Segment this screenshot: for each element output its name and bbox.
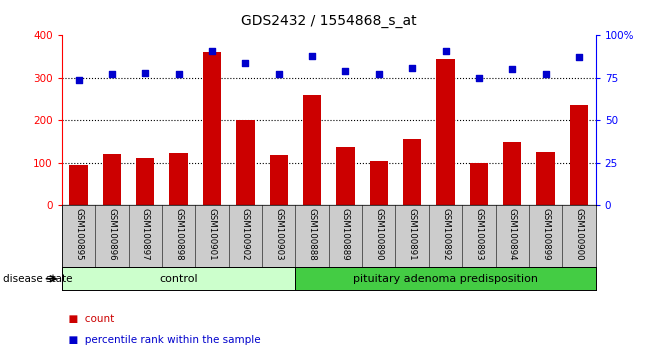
- Text: GDS2432 / 1554868_s_at: GDS2432 / 1554868_s_at: [241, 14, 417, 28]
- Text: GSM100893: GSM100893: [475, 209, 484, 261]
- Text: ■  percentile rank within the sample: ■ percentile rank within the sample: [62, 335, 260, 345]
- Bar: [570, 105, 588, 205]
- Text: GSM100897: GSM100897: [141, 209, 150, 261]
- Text: GSM100894: GSM100894: [508, 209, 517, 261]
- Text: GSM100888: GSM100888: [307, 209, 316, 261]
- Point: [107, 72, 117, 77]
- Point: [374, 72, 384, 77]
- Point: [540, 72, 551, 77]
- Text: GSM100896: GSM100896: [107, 209, 117, 261]
- Bar: [337, 147, 355, 205]
- Point: [440, 48, 450, 53]
- Point: [207, 48, 217, 53]
- Point: [407, 65, 417, 70]
- Point: [307, 53, 317, 59]
- Bar: [503, 142, 521, 205]
- Text: pituitary adenoma predisposition: pituitary adenoma predisposition: [353, 274, 538, 284]
- Text: GSM100890: GSM100890: [374, 209, 383, 261]
- Bar: [62, 267, 296, 290]
- Bar: [103, 154, 121, 205]
- Text: GSM100900: GSM100900: [574, 209, 583, 261]
- Bar: [296, 267, 596, 290]
- Text: disease state: disease state: [3, 274, 73, 284]
- Text: GSM100892: GSM100892: [441, 209, 450, 261]
- Text: control: control: [159, 274, 198, 284]
- Point: [474, 75, 484, 81]
- Bar: [370, 161, 388, 205]
- Bar: [303, 95, 321, 205]
- Text: GSM100902: GSM100902: [241, 209, 250, 261]
- Bar: [203, 52, 221, 205]
- Bar: [436, 59, 454, 205]
- Point: [273, 72, 284, 77]
- Text: GSM100901: GSM100901: [208, 209, 217, 261]
- Point: [507, 67, 518, 72]
- Point: [74, 77, 84, 82]
- Text: GSM100903: GSM100903: [274, 209, 283, 261]
- Point: [240, 60, 251, 65]
- Text: ■  count: ■ count: [62, 314, 114, 324]
- Text: GSM100891: GSM100891: [408, 209, 417, 261]
- Bar: [470, 163, 488, 205]
- Point: [140, 70, 150, 76]
- Bar: [169, 154, 187, 205]
- Text: GSM100899: GSM100899: [541, 209, 550, 261]
- Bar: [136, 158, 154, 205]
- Bar: [403, 139, 421, 205]
- Text: GSM100895: GSM100895: [74, 209, 83, 261]
- Point: [574, 55, 584, 60]
- Bar: [70, 165, 88, 205]
- Point: [173, 72, 184, 77]
- Bar: [536, 152, 555, 205]
- Text: GSM100889: GSM100889: [341, 209, 350, 261]
- Text: GSM100898: GSM100898: [174, 209, 183, 261]
- Bar: [270, 155, 288, 205]
- Bar: [236, 120, 255, 205]
- Point: [340, 68, 351, 74]
